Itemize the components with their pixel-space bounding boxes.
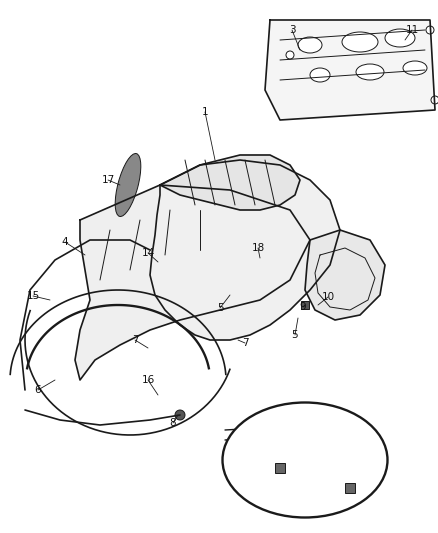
Ellipse shape <box>298 37 322 53</box>
Ellipse shape <box>403 61 427 75</box>
Ellipse shape <box>115 154 141 216</box>
Bar <box>301 301 309 309</box>
Polygon shape <box>75 185 310 380</box>
Circle shape <box>426 26 434 34</box>
Text: 2: 2 <box>367 442 373 452</box>
Text: 7: 7 <box>242 338 248 348</box>
Ellipse shape <box>223 402 388 518</box>
Text: 17: 17 <box>101 175 115 185</box>
Text: 11: 11 <box>406 25 419 35</box>
Polygon shape <box>305 230 385 320</box>
Text: 9: 9 <box>275 465 281 475</box>
Circle shape <box>175 410 185 420</box>
Text: 18: 18 <box>251 243 265 253</box>
Text: 10: 10 <box>351 486 364 496</box>
Polygon shape <box>150 160 340 340</box>
Text: 1: 1 <box>201 107 208 117</box>
Polygon shape <box>285 450 315 478</box>
Text: 10: 10 <box>304 428 317 438</box>
Text: 14: 14 <box>141 248 155 258</box>
Ellipse shape <box>310 68 330 82</box>
Ellipse shape <box>385 29 415 47</box>
Bar <box>274 464 282 472</box>
Circle shape <box>431 96 438 104</box>
Polygon shape <box>325 445 370 470</box>
Circle shape <box>286 51 294 59</box>
Text: 3: 3 <box>289 25 295 35</box>
Text: 8: 8 <box>170 418 177 428</box>
Text: 6: 6 <box>35 385 41 395</box>
Text: 4: 4 <box>62 237 68 247</box>
Text: 7: 7 <box>132 335 138 345</box>
Bar <box>275 463 285 473</box>
Text: 16: 16 <box>141 375 155 385</box>
Bar <box>345 483 355 493</box>
Polygon shape <box>265 20 435 120</box>
Ellipse shape <box>356 64 384 80</box>
Text: 5: 5 <box>217 303 223 313</box>
Text: 9: 9 <box>300 302 306 312</box>
Text: 5: 5 <box>292 330 298 340</box>
Ellipse shape <box>342 32 378 52</box>
Text: 15: 15 <box>26 291 39 301</box>
Polygon shape <box>160 155 300 210</box>
Text: 10: 10 <box>321 292 335 302</box>
